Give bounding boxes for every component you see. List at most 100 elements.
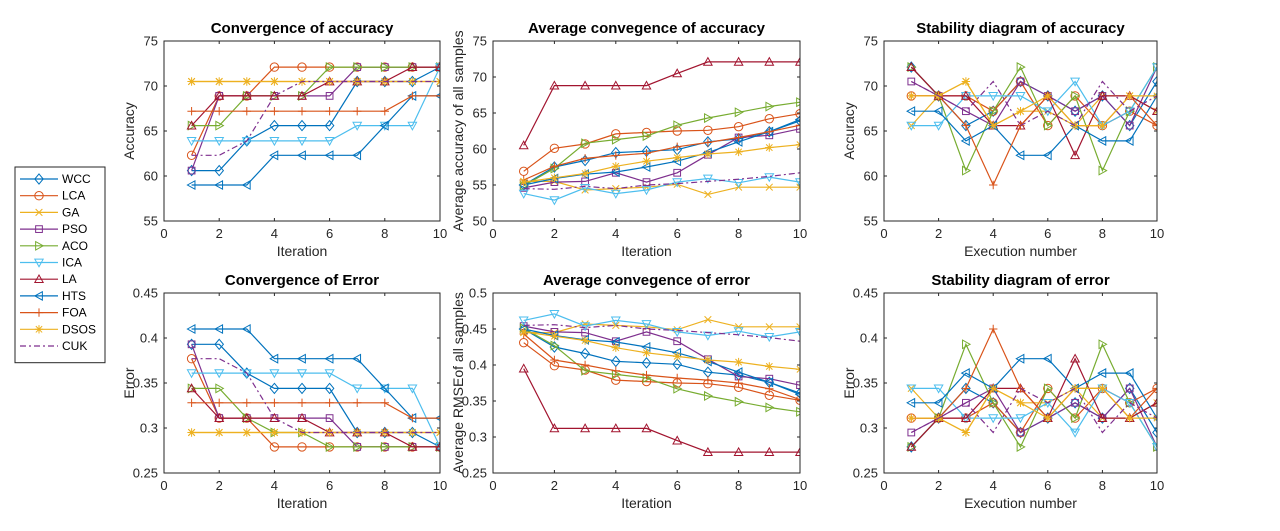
y-axis-label: Accuracy (121, 102, 137, 160)
data-point-foa (408, 91, 417, 101)
data-point-dsos (989, 384, 998, 393)
data-point-wcc (352, 75, 363, 88)
y-axis-label: Error (841, 367, 857, 398)
data-point-la (1151, 105, 1157, 116)
y-axis-label: Average accuracy of all samples (450, 30, 466, 231)
data-point-dsos (550, 332, 559, 341)
data-point-dsos (673, 153, 682, 162)
x-tick-label: 6 (326, 478, 333, 493)
y-tick-label: 75 (473, 34, 487, 49)
data-point-aco (796, 97, 800, 108)
data-point-ica (1151, 443, 1157, 453)
data-point-la (407, 61, 418, 71)
data-point-foa (550, 355, 559, 365)
data-point-dsos (187, 428, 196, 437)
data-point-wcc (407, 75, 418, 88)
data-point-lca (519, 166, 529, 177)
series-group (906, 61, 1157, 190)
data-point-foa (795, 121, 800, 130)
series-group (186, 61, 440, 191)
data-point-la (906, 61, 917, 71)
series-line-la (523, 61, 800, 146)
series-line-foa (523, 333, 800, 401)
data-point-pso (1071, 107, 1079, 116)
series-group (518, 310, 800, 456)
data-point-wcc (214, 164, 225, 177)
y-axis-label: Average RMSEof all samples (450, 292, 466, 474)
series-line-hts (191, 328, 440, 419)
data-point-hts (1015, 150, 1025, 161)
data-point-pso (673, 168, 682, 177)
data-point-foa (297, 107, 307, 116)
chart-title: Convergence of accuracy (211, 20, 394, 37)
y-tick-label: 60 (864, 169, 878, 184)
data-point-foa (297, 398, 307, 407)
x-tick-label: 6 (674, 226, 681, 241)
series-line-cuk (191, 358, 440, 434)
series-line-dsos (523, 144, 800, 183)
data-point-la (702, 56, 713, 66)
plot-frame (492, 292, 801, 474)
y-tick-label: 55 (864, 214, 878, 229)
data-point-dsos (550, 173, 559, 182)
data-point-lca (269, 442, 280, 452)
data-point-ica (1124, 107, 1135, 117)
x-tick-label: 6 (1044, 478, 1051, 493)
series-line-dsos (911, 387, 1157, 434)
data-point-aco (1125, 106, 1135, 117)
legend-marker-lca (34, 191, 44, 201)
y-tick-label: 65 (473, 106, 487, 121)
x-axis-label: Iteration (277, 243, 328, 259)
data-point-hts (960, 368, 970, 379)
data-point-la (733, 446, 744, 456)
data-point-ga (1153, 399, 1157, 407)
data-point-hts (933, 397, 943, 408)
x-tick-label: 4 (271, 478, 278, 493)
data-point-wcc (1152, 426, 1157, 439)
legend-marker-ga (35, 208, 43, 217)
data-point-aco (907, 441, 917, 452)
plot-frame (492, 40, 801, 222)
data-point-wcc (795, 387, 800, 399)
series-group (518, 56, 800, 206)
data-point-aco (642, 130, 652, 142)
data-point-aco (380, 62, 391, 73)
data-point-aco (325, 441, 335, 452)
x-tick-label: 4 (990, 478, 997, 493)
data-point-hts (296, 150, 306, 161)
data-point-aco (215, 383, 225, 394)
data-point-dsos (187, 77, 196, 86)
data-point-wcc (961, 382, 971, 395)
data-point-aco (796, 406, 800, 417)
data-point-aco (1071, 90, 1081, 101)
plot-frame (163, 40, 441, 222)
data-point-aco (962, 339, 972, 350)
data-point-foa (435, 413, 440, 423)
legend-marker-dsos (34, 325, 44, 334)
data-point-aco (673, 120, 683, 131)
data-point-foa (961, 384, 971, 393)
data-point-hts (269, 150, 279, 161)
series-line-la (523, 368, 800, 453)
data-point-foa (325, 107, 334, 116)
data-point-pso (642, 178, 651, 186)
x-tick-label: 8 (735, 226, 742, 241)
data-point-wcc (906, 61, 917, 73)
y-tick-label: 0.3 (860, 421, 878, 436)
y-tick-label: 0.25 (462, 466, 487, 481)
data-point-pso (962, 398, 970, 407)
data-point-foa (580, 154, 590, 163)
data-point-la (518, 363, 529, 373)
chart-title: Stability diagram of error (931, 272, 1110, 289)
data-point-ga (612, 184, 620, 193)
x-axis-label: Execution number (964, 243, 1077, 259)
y-tick-label: 0.3 (140, 421, 158, 436)
data-point-pso (1016, 77, 1025, 86)
data-point-ica (933, 121, 944, 131)
data-point-la (241, 90, 252, 100)
data-point-ga (1153, 107, 1157, 115)
legend-marker-wcc (34, 173, 44, 185)
series-group (906, 324, 1157, 453)
x-tick-label: 6 (674, 478, 681, 493)
x-tick-label: 10 (433, 226, 447, 241)
